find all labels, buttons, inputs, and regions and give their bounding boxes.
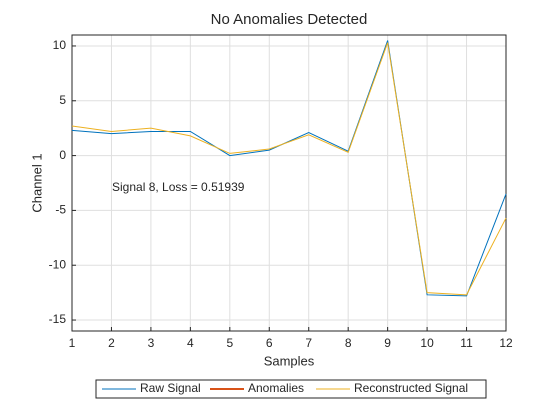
x-tick-label: 3 (148, 336, 155, 350)
y-axis-label: Channel 1 (29, 153, 44, 212)
x-tick-label: 5 (226, 336, 233, 350)
legend-box (95, 379, 487, 399)
x-tick-label: 8 (345, 336, 352, 350)
legend-label: Raw Signal (140, 381, 201, 395)
y-tick-label: 5 (59, 93, 66, 107)
x-tick-label: 4 (187, 336, 194, 350)
x-tick-label: 6 (266, 336, 273, 350)
legend-label: Anomalies (248, 381, 304, 395)
y-tick-label: -5 (55, 203, 66, 217)
annotation: Signal 8, Loss = 0.51939 (112, 180, 245, 194)
x-axis-label: Samples (264, 353, 315, 368)
x-tick-label: 11 (460, 336, 473, 350)
plot-frame (71, 34, 507, 332)
x-tick-label: 2 (108, 336, 115, 350)
chart-title: No Anomalies Detected (211, 11, 368, 28)
legend-label: Reconstructed Signal (354, 381, 468, 395)
x-tick-label: 1 (69, 336, 76, 350)
x-tick-label: 10 (420, 336, 434, 350)
x-tick-label: 7 (305, 336, 312, 350)
x-tick-label: 9 (384, 336, 391, 350)
y-tick-label: 10 (53, 38, 67, 52)
x-tick-label: 12 (499, 336, 513, 350)
y-tick-label: 0 (59, 148, 66, 162)
series-line (71, 40, 507, 297)
y-tick-label: -15 (49, 312, 67, 326)
series-line (71, 42, 507, 296)
y-tick-label: -10 (49, 257, 67, 271)
